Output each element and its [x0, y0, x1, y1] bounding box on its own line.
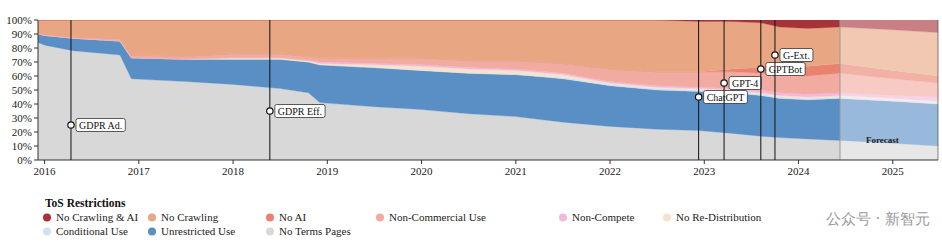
- x-axis: [38, 160, 938, 161]
- y-tick-label: 70%: [12, 56, 32, 68]
- y-tick-label: 90%: [12, 28, 32, 40]
- event-line: [724, 20, 725, 160]
- event-dot: [68, 122, 74, 128]
- event-line: [774, 20, 775, 160]
- chart-root: Forecast 0% 10% 20% 30% 40% 50% 60% 70% 80% 90% 100…: [0, 0, 942, 251]
- forecast-shade: [840, 20, 938, 160]
- x-tick-label: 2019: [316, 165, 339, 177]
- x-tick-label: 2022: [599, 165, 621, 177]
- legend-label: No Terms Pages: [279, 225, 351, 237]
- y-tick: [34, 104, 38, 105]
- y-tick-label: 50%: [12, 84, 32, 96]
- plot-frame: [938, 20, 939, 160]
- x-tick: [44, 160, 45, 164]
- y-tick-label: 80%: [12, 42, 32, 54]
- y-tick: [34, 132, 38, 133]
- x-tick: [515, 160, 516, 164]
- forecast-line: [839, 20, 840, 160]
- event-label-box: [704, 91, 748, 104]
- legend-title: ToS Restrictions: [45, 197, 126, 209]
- y-tick-label: 20%: [12, 126, 32, 138]
- area: [38, 20, 938, 76]
- y-tick: [34, 34, 38, 35]
- y-tick-label: 10%: [12, 140, 32, 152]
- x-tick-label: 2021: [505, 165, 527, 177]
- y-tick: [34, 118, 38, 119]
- x-tick-label: 2020: [411, 165, 434, 177]
- event-dot: [267, 108, 273, 114]
- x-tick-label: 2024: [788, 165, 811, 177]
- event-line: [698, 20, 699, 160]
- event-label: GDPR Ad.: [79, 120, 122, 131]
- plot-area: [38, 20, 938, 160]
- event-dot: [721, 80, 727, 86]
- event-dot: [695, 94, 701, 100]
- x-tick-label: 2018: [222, 165, 245, 177]
- event-label: GDPR Eff.: [278, 106, 322, 117]
- legend-marker: [376, 214, 384, 222]
- legend-label: Conditional Use: [56, 225, 128, 237]
- x-tick-label: 2025: [882, 165, 905, 177]
- legend-marker: [43, 214, 51, 222]
- x-tick: [798, 160, 799, 164]
- x-tick: [610, 160, 611, 164]
- y-tick: [34, 160, 38, 161]
- legend-label: No AI: [279, 211, 307, 223]
- legend-label: No Crawling: [161, 211, 219, 223]
- y-tick-label: 60%: [12, 70, 32, 82]
- y-tick: [34, 20, 38, 21]
- legend-marker: [559, 214, 567, 222]
- legend-label: No Re-Distribution: [676, 211, 762, 223]
- legend-label: Non-Compete: [572, 211, 634, 223]
- forecast-label: Forecast: [866, 135, 899, 145]
- x-tick: [138, 160, 139, 164]
- legend-marker: [266, 214, 274, 222]
- event-label-box: [76, 119, 125, 132]
- legend-label: Unrestricted Use: [161, 225, 235, 237]
- x-tick-label: 2023: [693, 165, 716, 177]
- watermark: 公众号 · 新智元: [826, 210, 930, 228]
- y-tick-label: 0%: [17, 154, 32, 166]
- x-tick: [233, 160, 234, 164]
- legend-label: No Crawling & AI: [56, 211, 139, 223]
- event-label-box: [780, 49, 813, 62]
- chart: Forecast 0% 10% 20% 30% 40% 50% 60% 70% 80% 90% 100…: [0, 0, 942, 251]
- y-tick-label: 40%: [12, 98, 32, 110]
- y-tick-label: 30%: [12, 112, 32, 124]
- event-line: [70, 20, 71, 160]
- legend-marker: [148, 214, 156, 222]
- legend-marker: [663, 214, 671, 222]
- event-line: [760, 20, 761, 160]
- x-tick: [421, 160, 422, 164]
- legend-marker: [148, 228, 156, 236]
- event-label: ChatGPT: [707, 92, 745, 103]
- event-dot: [772, 52, 778, 58]
- x-tick: [704, 160, 705, 164]
- legend-marker: [266, 228, 274, 236]
- y-tick: [34, 48, 38, 49]
- event-line: [269, 20, 270, 160]
- y-tick: [34, 90, 38, 91]
- y-tick: [34, 146, 38, 147]
- event-dot: [758, 66, 764, 72]
- y-tick: [34, 62, 38, 63]
- event-label-box: [766, 63, 805, 76]
- x-tick-label: 2017: [128, 165, 151, 177]
- event-label: GPT-4: [732, 78, 758, 89]
- area: [38, 20, 938, 33]
- event-label-box: [275, 105, 325, 118]
- y-tick-label: 100%: [6, 14, 32, 26]
- x-tick: [327, 160, 328, 164]
- event-label: GPTBot: [769, 64, 803, 75]
- event-label: G-Ext.: [783, 50, 810, 61]
- x-tick: [892, 160, 893, 164]
- event-label-box: [729, 77, 761, 90]
- legend-label: Non-Commercial Use: [389, 211, 486, 223]
- x-tick-label: 2016: [34, 165, 57, 177]
- y-tick: [34, 76, 38, 77]
- legend-marker: [43, 228, 51, 236]
